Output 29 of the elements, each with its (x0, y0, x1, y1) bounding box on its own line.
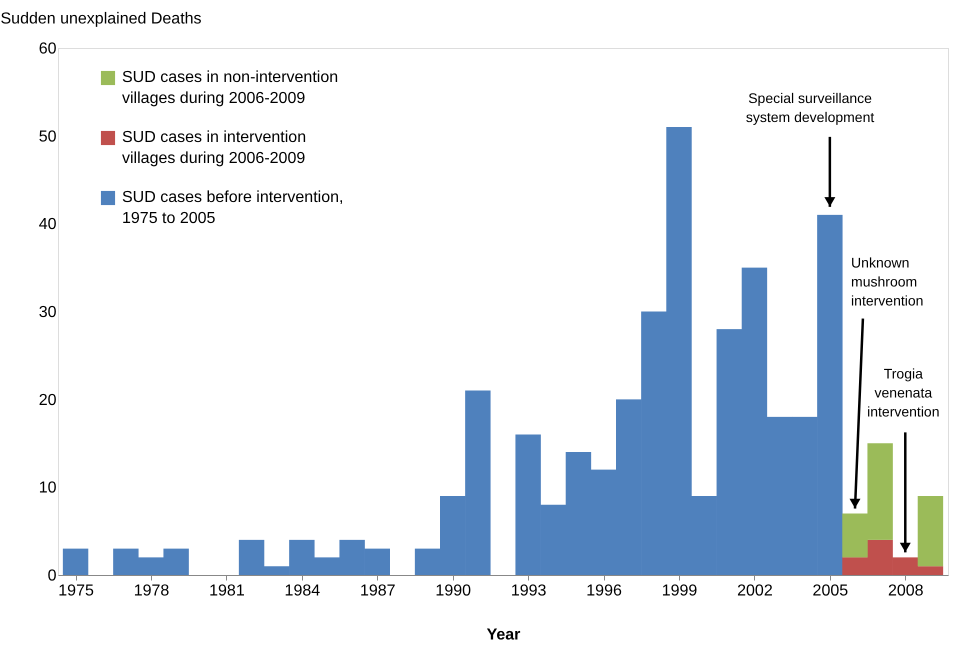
x-tick-label: 2002 (737, 582, 773, 600)
x-tick-label: 1996 (586, 582, 622, 600)
annotation: Special surveillance system development (746, 90, 874, 125)
y-tick-label: 60 (38, 40, 57, 58)
x-tick-label: 1981 (209, 582, 245, 600)
x-tick-label: 1999 (662, 582, 698, 600)
x-tick-label: 2005 (812, 582, 848, 600)
legend-label: SUD cases before intervention, 1975 to 2005 (122, 189, 344, 227)
x-tick-label: 1987 (360, 582, 396, 600)
x-axis-title: Year (486, 626, 520, 644)
bar (62, 548, 88, 575)
legend-label: SUD cases in intervention villages during 2006-2009 (122, 129, 306, 167)
legend-label: SUD cases in non-intervention villages during 2006-2009 (122, 69, 338, 107)
y-tick-label: 10 (38, 480, 57, 497)
x-tick-label: 1978 (134, 582, 170, 600)
y-axis-title: Sudden unexplained Deaths (0, 10, 202, 28)
y-tick-label: 0 (48, 568, 57, 584)
x-tick-label: 1993 (510, 582, 547, 600)
x-tick-label: 2008 (888, 582, 924, 600)
y-tick-label: 30 (38, 304, 57, 321)
y-tick-label: 40 (38, 216, 57, 234)
x-tick-label: 1984 (284, 582, 320, 600)
x-tick-label: 1990 (435, 582, 472, 600)
y-tick-label: 50 (38, 128, 57, 146)
annotation: Trogia venenata intervention (867, 365, 940, 420)
bar (918, 496, 944, 566)
x-tick-label: 1975 (58, 582, 94, 600)
y-tick-label: 20 (38, 392, 57, 409)
annotation: Unknown mushroom intervention (851, 254, 924, 309)
